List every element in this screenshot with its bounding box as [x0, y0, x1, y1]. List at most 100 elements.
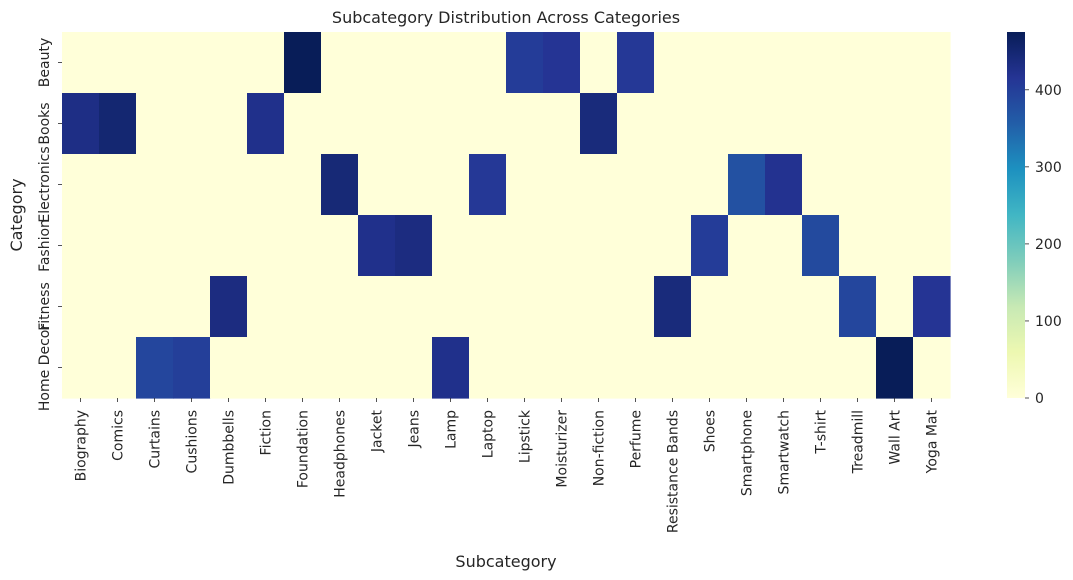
heatmap-cell — [876, 32, 914, 94]
colorbar-tick-label: 0 — [1035, 391, 1044, 407]
colorbar-tick-label: 300 — [1035, 160, 1062, 176]
heatmap-cell — [506, 93, 544, 155]
heatmap-cell — [432, 93, 470, 155]
colorbar-tick-label: 200 — [1035, 237, 1062, 253]
heatmap-cell — [543, 276, 581, 338]
x-tick-label: Jeans — [407, 410, 423, 449]
heatmap-cell — [765, 93, 803, 155]
heatmap-cell — [913, 276, 951, 338]
x-tick-label: Smartwatch — [777, 410, 793, 494]
heatmap-cell — [765, 32, 803, 94]
heatmap-cell — [358, 215, 396, 277]
heatmap-cell — [802, 215, 840, 277]
heatmap-cell — [876, 93, 914, 155]
y-tick-label: Fashion — [37, 219, 53, 272]
x-tick-label: Cushions — [185, 410, 201, 473]
heatmap-cell — [358, 276, 396, 338]
heatmap-cell — [617, 215, 655, 277]
heatmap-cell — [358, 32, 396, 94]
heatmap-cell — [358, 93, 396, 155]
heatmap-cell — [173, 337, 211, 399]
heatmap-cell — [432, 154, 470, 216]
heatmap-cell — [395, 154, 433, 216]
heatmap-cell — [765, 337, 803, 399]
heatmap-cell — [62, 276, 100, 338]
heatmap-cell — [247, 93, 285, 155]
x-tick-label: Dumbbells — [222, 410, 238, 485]
y-tick-label: Books — [37, 102, 53, 144]
heatmap-cell — [284, 154, 322, 216]
heatmap-cell — [99, 337, 137, 399]
heatmap-cell — [247, 32, 285, 94]
heatmap-cell — [580, 93, 618, 155]
heatmap-cell — [173, 276, 211, 338]
x-tick-label: Jacket — [370, 409, 386, 453]
heatmap-cell — [173, 93, 211, 155]
y-tick-label: Beauty — [37, 38, 53, 87]
x-tick-label: Perfume — [629, 410, 645, 468]
x-tick-label: Curtains — [148, 410, 164, 469]
heatmap-cell — [62, 93, 100, 155]
heatmap-cell — [580, 154, 618, 216]
heatmap-cell — [506, 32, 544, 94]
heatmap-cell — [395, 215, 433, 277]
heatmap-cell — [506, 154, 544, 216]
heatmap-cell — [210, 215, 248, 277]
heatmap-cell — [173, 154, 211, 216]
x-tick-label: Headphones — [333, 410, 349, 498]
heatmap-cell — [802, 154, 840, 216]
heatmap-cell — [210, 276, 248, 338]
x-tick-label: Yoga Mat — [925, 409, 941, 474]
colorbar-tick-label: 100 — [1035, 314, 1062, 330]
heatmap-cell — [765, 215, 803, 277]
heatmap-cell — [395, 337, 433, 399]
heatmap-cell — [358, 337, 396, 399]
heatmap-cell — [802, 337, 840, 399]
heatmap-cell — [543, 32, 581, 94]
heatmap-cell — [284, 32, 322, 94]
heatmap-cell — [62, 32, 100, 94]
heatmap-cell — [617, 32, 655, 94]
heatmap-cell — [432, 215, 470, 277]
x-tick-label: Treadmill — [851, 410, 867, 474]
x-tick-label: Moisturizer — [555, 410, 571, 488]
heatmap-cell — [210, 337, 248, 399]
heatmap-cell — [728, 32, 766, 94]
x-tick-label: Wall Art — [888, 409, 904, 464]
heatmap-cell — [580, 215, 618, 277]
heatmap-cell — [136, 154, 174, 216]
colorbar — [1007, 32, 1025, 398]
heatmap-cell — [728, 337, 766, 399]
heatmap-cell — [62, 215, 100, 277]
heatmap-cell — [839, 93, 877, 155]
heatmap-cell — [469, 337, 507, 399]
heatmap-cell — [99, 154, 137, 216]
heatmap-cell — [617, 154, 655, 216]
heatmap-cell — [876, 276, 914, 338]
heatmap-cell — [469, 154, 507, 216]
heatmap-cell — [321, 337, 359, 399]
heatmap-cell — [691, 154, 729, 216]
heatmap-cell — [62, 337, 100, 399]
heatmap-cell — [395, 276, 433, 338]
heatmap-cell — [654, 93, 692, 155]
heatmap-cell — [395, 32, 433, 94]
heatmap-cell — [284, 337, 322, 399]
heatmap-cell — [913, 154, 951, 216]
heatmap-cell — [691, 32, 729, 94]
x-tick-label: Comics — [111, 410, 127, 461]
heatmap-cell — [99, 93, 137, 155]
heatmap-cell — [913, 215, 951, 277]
heatmap-cell — [469, 93, 507, 155]
heatmap-cell — [469, 215, 507, 277]
heatmap-cell — [358, 154, 396, 216]
heatmap-cell — [136, 215, 174, 277]
heatmap-cell — [839, 154, 877, 216]
x-tick-label: T-shirt — [814, 409, 830, 454]
heatmap-cell — [691, 276, 729, 338]
heatmap-cell — [469, 32, 507, 94]
x-tick-labels: Biography Comics Curtains Cushions Dumbbells… — [74, 398, 941, 533]
heatmap-cell — [691, 215, 729, 277]
heatmap-cell — [173, 32, 211, 94]
